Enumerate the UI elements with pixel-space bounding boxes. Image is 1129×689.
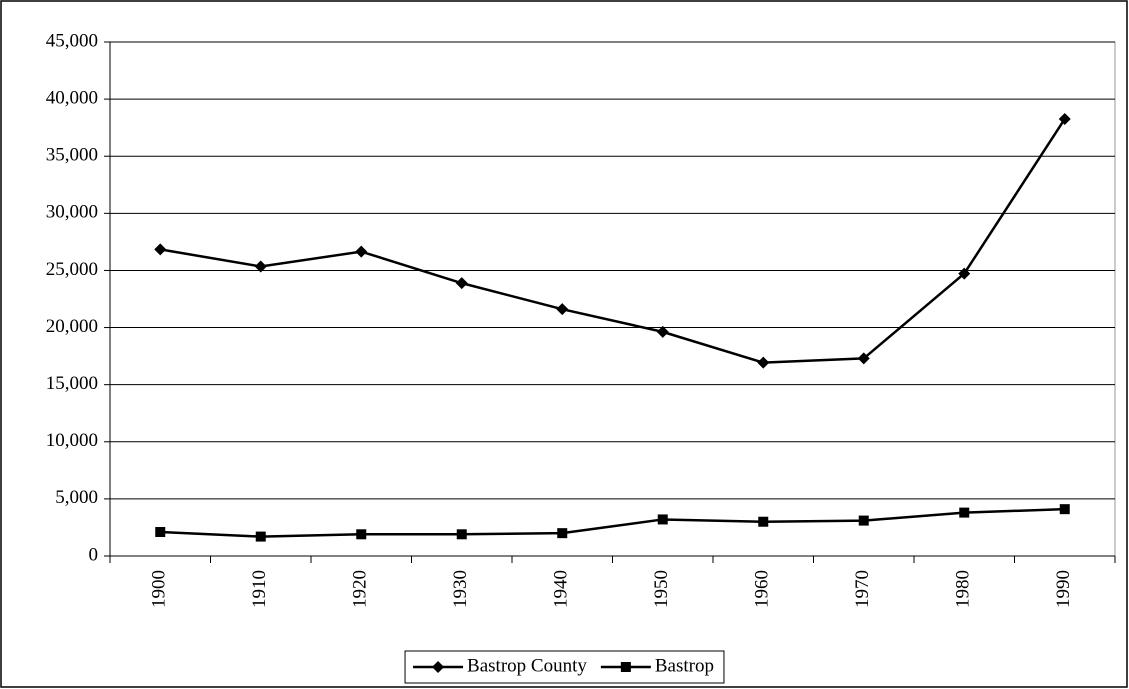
x-tick-label: 1970 [852, 570, 873, 608]
legend-item: Bastrop County [413, 655, 587, 676]
y-tick-label: 5,000 [55, 487, 98, 508]
y-tick-label: 20,000 [46, 316, 98, 337]
series-line [160, 507, 1065, 538]
marker [857, 352, 870, 365]
legend-label: Bastrop County [467, 655, 587, 676]
y-tick-label: 35,000 [46, 145, 98, 166]
x-tick-label: 1930 [450, 570, 471, 608]
marker [154, 243, 167, 256]
marker [557, 528, 568, 539]
x-tick-label: 1990 [1053, 570, 1074, 608]
y-tick-label: 25,000 [46, 259, 98, 280]
marker [355, 245, 368, 258]
marker [959, 507, 970, 518]
marker [620, 662, 631, 672]
marker [356, 529, 367, 540]
marker [556, 303, 569, 316]
plot-area [109, 41, 1116, 557]
y-tick-label: 40,000 [46, 87, 98, 108]
marker [455, 277, 468, 290]
marker [657, 514, 668, 525]
legend-label: Bastrop [655, 655, 714, 676]
y-tick-label: 10,000 [46, 430, 98, 451]
marker [958, 267, 971, 280]
x-tick-label: 1960 [752, 570, 773, 608]
x-tick-label: 1920 [350, 570, 371, 608]
marker [757, 356, 770, 369]
legend-item: Bastrop [600, 655, 714, 676]
x-tick-label: 1940 [551, 570, 572, 608]
marker [858, 515, 869, 526]
marker [758, 516, 769, 527]
x-tick-label: 1900 [149, 570, 170, 608]
y-tick-label: 15,000 [46, 373, 98, 394]
x-tick-label: 1910 [249, 570, 270, 608]
x-tick-label: 1950 [651, 570, 672, 608]
marker [656, 325, 669, 338]
y-tick-label: 45,000 [46, 30, 98, 51]
x-tick-label: 1980 [953, 570, 974, 608]
y-tick-label: 30,000 [46, 202, 98, 223]
marker [432, 661, 445, 673]
marker [155, 527, 166, 538]
y-tick-label: 0 [89, 544, 99, 565]
marker [456, 529, 467, 540]
marker [1058, 112, 1071, 125]
marker [255, 531, 266, 542]
marker [1059, 504, 1070, 515]
marker [254, 260, 267, 273]
series-line [160, 118, 1066, 364]
